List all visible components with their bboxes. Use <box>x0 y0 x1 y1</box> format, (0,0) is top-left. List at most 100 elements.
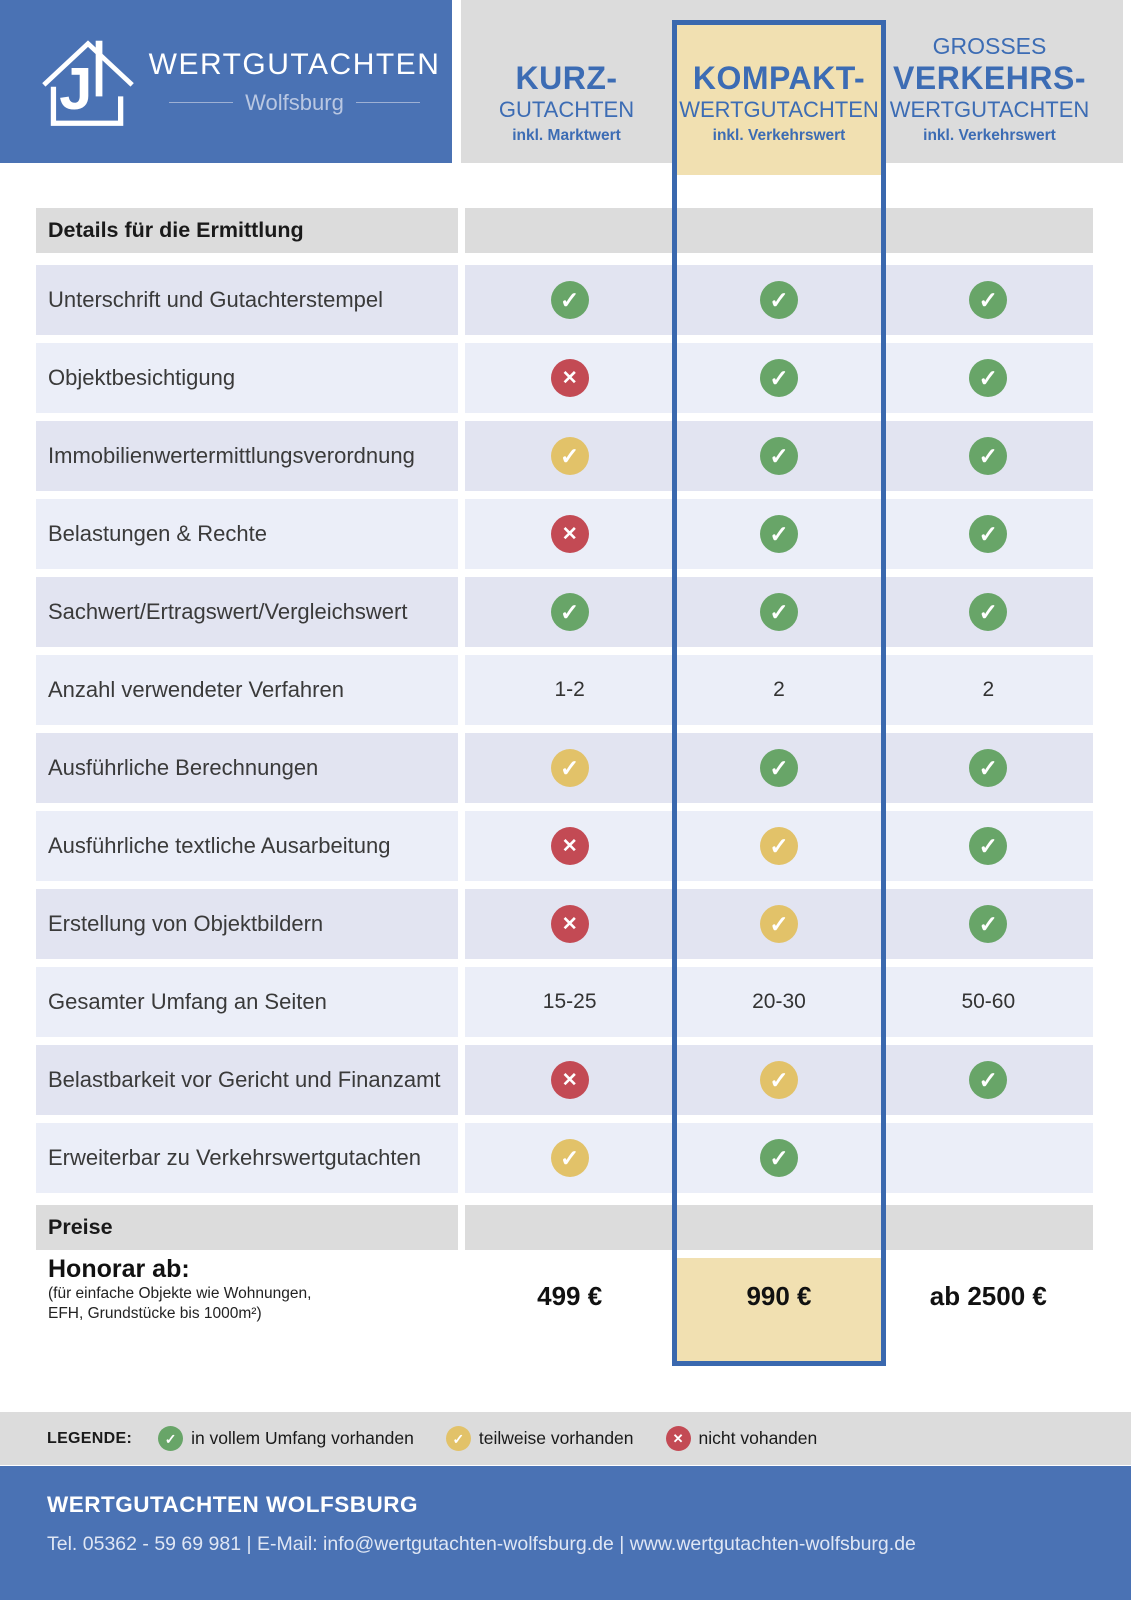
value-cell: ✓ <box>674 421 883 491</box>
icon-glyph: ✓ <box>769 520 789 547</box>
icon-glyph: ✓ <box>560 442 580 469</box>
cross-icon: ✕ <box>550 359 589 397</box>
footer-contact: Tel. 05362 - 59 69 981 | E-Mail: info@we… <box>47 1533 916 1555</box>
icon-glyph: ✓ <box>769 754 789 781</box>
row-label: Anzahl verwendeter Verfahren <box>36 655 458 725</box>
value-cell: 20-30 <box>674 967 883 1037</box>
row-label: Gesamter Umfang an Seiten <box>36 967 458 1037</box>
value-cell: ✓ <box>674 1123 883 1193</box>
icon-glyph: ✓ <box>978 598 998 625</box>
section-row-preise: Preise <box>36 1205 1093 1250</box>
value-cell: ✓ <box>674 265 883 335</box>
section-strip <box>465 208 1093 253</box>
value-text: 50-60 <box>961 990 1016 1013</box>
pricing-row: Honorar ab: (für einfache Objekte wie Wo… <box>36 1250 1093 1342</box>
row-label: Objektbesichtigung <box>36 343 458 413</box>
icon-glyph: ✓ <box>560 754 580 781</box>
section-strip <box>465 1205 1093 1250</box>
column-title: KOMPAKT- <box>692 60 866 96</box>
column-title: VERKEHRS- <box>893 60 1086 96</box>
icon-glyph: ✓ <box>978 520 998 547</box>
pricing-label-block: Honorar ab: (für einfache Objekte wie Wo… <box>36 1250 458 1342</box>
table-row: Anzahl verwendeter Verfahren 1-2 2 2 <box>36 655 1093 725</box>
value-cell: ✓ <box>884 1045 1093 1115</box>
column-header-verkehrswertgutachten: GROSSES VERKEHRS- WERTGUTACHTEN inkl. Ve… <box>886 0 1093 163</box>
table-row: Erweiterbar zu Verkehrswertgutachten ✓ ✓ <box>36 1123 1093 1193</box>
section-title: Preise <box>36 1205 458 1250</box>
check-icon: ✓ <box>969 905 1008 943</box>
check-icon: ✓ <box>969 593 1008 631</box>
value-text: 15-25 <box>542 990 597 1013</box>
icon-glyph: ✕ <box>672 1431 684 1446</box>
check-icon: ✓ <box>969 515 1008 553</box>
icon-glyph: ✕ <box>561 1069 578 1091</box>
value-cell: ✓ <box>674 811 883 881</box>
legend-items: ✓ in vollem Umfang vorhanden ✓ teilweise vo… <box>158 1426 849 1451</box>
value-cell <box>884 1123 1093 1193</box>
pricing-note-line: EFH, Grundstücke bis 1000m²) <box>48 1305 262 1322</box>
value-text: 20-30 <box>752 990 806 1013</box>
section-row-details: Details für die Ermittlung <box>36 208 1093 253</box>
column-title: KURZ- <box>515 60 618 96</box>
brand-banner: J WERTGUTACHTEN Wolfsburg <box>0 0 452 163</box>
row-values: ✓ ✓ <box>465 1123 1093 1193</box>
value-cell: ✓ <box>674 577 883 647</box>
table-row: Unterschrift und Gutachterstempel ✓ ✓ ✓ <box>36 265 1093 335</box>
table-row: Erstellung von Objektbildern ✕ ✓ ✓ <box>36 889 1093 959</box>
partial-check-icon: ✓ <box>550 749 589 787</box>
check-icon: ✓ <box>969 1061 1008 1099</box>
icon-glyph: ✓ <box>560 1144 580 1171</box>
icon-glyph: ✓ <box>978 1066 998 1093</box>
legend-item-label: in vollem Umfang vorhanden <box>191 1428 414 1448</box>
legend-item: ✓ in vollem Umfang vorhanden <box>158 1426 414 1451</box>
footer-banner: WERTGUTACHTEN WOLFSBURG Tel. 05362 - 59 … <box>0 1466 1131 1600</box>
icon-glyph: ✓ <box>769 832 789 859</box>
icon-glyph: ✓ <box>769 1144 789 1171</box>
icon-glyph: ✓ <box>978 442 998 469</box>
check-icon: ✓ <box>759 1139 798 1177</box>
section-title: Details für die Ermittlung <box>36 208 458 253</box>
row-values: ✓ ✓ ✓ <box>465 265 1093 335</box>
brand-city: Wolfsburg <box>245 89 344 115</box>
house-logo-icon: J <box>42 39 134 126</box>
column-header-kompaktwertgutachten: KOMPAKT- WERTGUTACHTEN inkl. Verkehrswer… <box>677 0 881 163</box>
table-row: Ausführliche Berechnungen ✓ ✓ ✓ <box>36 733 1093 803</box>
icon-glyph: ✓ <box>769 442 789 469</box>
table-row: Belastungen & Rechte ✕ ✓ ✓ <box>36 499 1093 569</box>
value-cell: ✕ <box>465 1045 674 1115</box>
value-cell: ✓ <box>884 577 1093 647</box>
price-verkehrswertgutachten: ab 2500 € <box>929 1280 1047 1311</box>
partial-check-icon: ✓ <box>759 827 798 865</box>
row-values: ✕ ✓ ✓ <box>465 811 1093 881</box>
brand-city-row: Wolfsburg <box>169 90 420 116</box>
value-cell: ✓ <box>884 421 1093 491</box>
check-icon: ✓ <box>759 593 798 631</box>
value-cell: 2 <box>674 655 883 725</box>
row-values: ✓ ✓ ✓ <box>465 421 1093 491</box>
legend-bar: LEGENDE: ✓ in vollem Umfang vorhanden ✓ tei… <box>0 1412 1131 1465</box>
check-icon: ✓ <box>759 359 798 397</box>
row-values: ✕ ✓ ✓ <box>465 499 1093 569</box>
row-label: Ausführliche textliche Ausarbeitung <box>36 811 458 881</box>
value-cell: ✓ <box>465 265 674 335</box>
icon-glyph: ✓ <box>978 286 998 313</box>
check-icon: ✓ <box>969 827 1008 865</box>
value-cell: ✓ <box>465 1123 674 1193</box>
row-label: Unterschrift und Gutachterstempel <box>36 265 458 335</box>
legend-item: ✕ nicht vohanden <box>665 1426 817 1451</box>
table-row: Immobilienwertermittlungsverordnung ✓ ✓ ✓ <box>36 421 1093 491</box>
icon-glyph: ✓ <box>452 1430 465 1447</box>
price-kurzgutachten: 499 € <box>537 1280 603 1311</box>
icon-glyph: ✓ <box>560 598 580 625</box>
icon-glyph: ✓ <box>164 1430 177 1447</box>
icon-glyph: ✓ <box>978 832 998 859</box>
row-values: ✕ ✓ ✓ <box>465 889 1093 959</box>
row-label: Erweiterbar zu Verkehrswertgutachten <box>36 1123 458 1193</box>
value-cell: 1-2 <box>465 655 674 725</box>
value-cell: ✓ <box>884 733 1093 803</box>
value-cell: ✕ <box>465 889 674 959</box>
row-values: 15-25 20-30 50-60 <box>465 967 1093 1037</box>
column-subtitle: GUTACHTEN <box>498 97 635 122</box>
value-cell: ✓ <box>884 499 1093 569</box>
column-note: inkl. Verkehrswert <box>712 127 846 144</box>
